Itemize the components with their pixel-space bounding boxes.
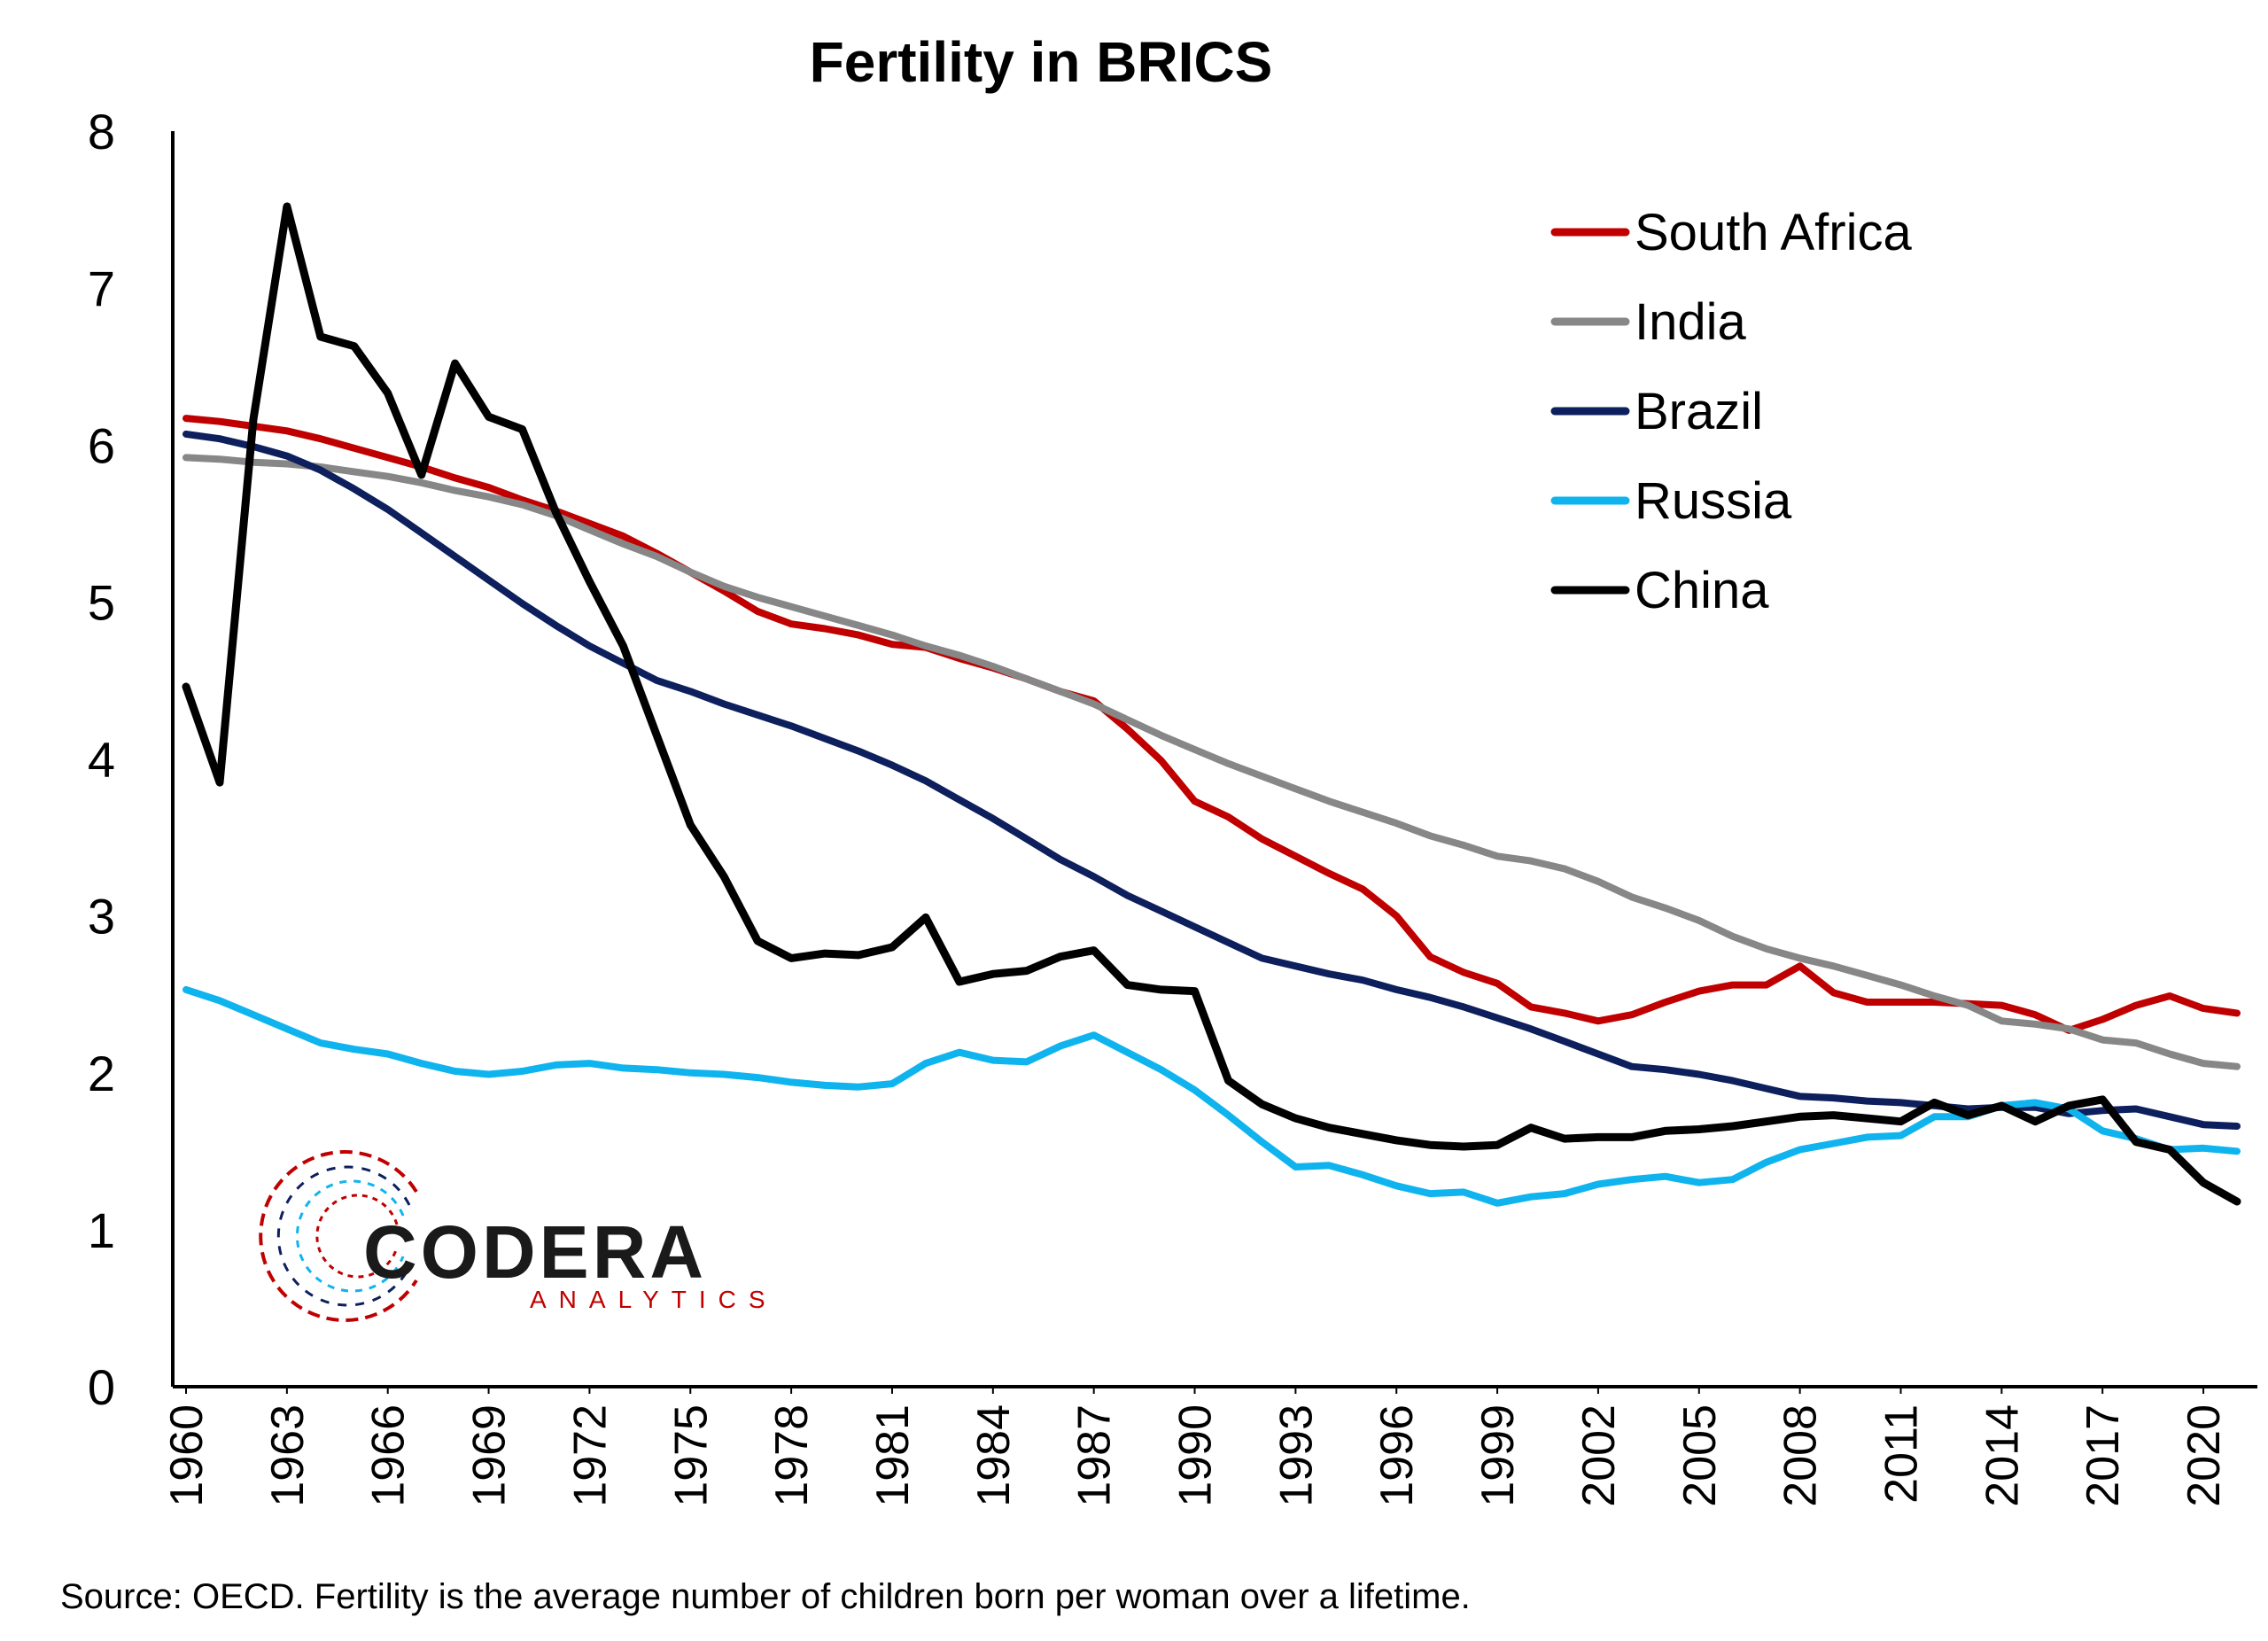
y-tick-label: 7 [88, 261, 115, 316]
y-tick-label: 5 [88, 574, 115, 630]
logo-circle-icon [259, 1150, 418, 1322]
x-tick-label: 1999 [1472, 1404, 1524, 1507]
series-line-russia [183, 985, 2241, 1207]
series-line-south-africa [183, 415, 2241, 1034]
legend-label: Russia [1635, 472, 1792, 530]
y-tick-label: 8 [88, 104, 115, 159]
x-tick-label: 1996 [1371, 1404, 1423, 1507]
codera-logo: CODERA ANALYTICS [259, 1150, 778, 1322]
y-tick-label: 4 [88, 732, 115, 788]
x-tick-label: 1978 [766, 1404, 818, 1507]
series-layer [182, 202, 2241, 1207]
x-tick-label: 1993 [1270, 1404, 1322, 1507]
series-line-india [183, 454, 2241, 1070]
x-tick-label: 2014 [1977, 1404, 2028, 1507]
x-tick-label: 1990 [1170, 1404, 1222, 1507]
x-tick-label: 2017 [2078, 1404, 2129, 1507]
legend-label: Brazil [1635, 383, 1763, 440]
x-tick-label: 1984 [968, 1404, 1020, 1507]
logo-subtitle: ANALYTICS [530, 1286, 778, 1313]
series-line-brazil [183, 430, 2241, 1130]
x-axis-ticks: 1960 1963 1966 1969 1972 1975 1978 1981 1984 1987… [161, 1387, 2230, 1507]
x-tick-label: 1963 [262, 1404, 314, 1507]
chart-title: Fertility in BRICS [810, 30, 1273, 94]
x-tick-label: 2002 [1573, 1404, 1625, 1507]
series-line-china [182, 202, 2241, 1206]
legend-label: India [1635, 293, 1747, 351]
x-tick-label: 1966 [363, 1404, 415, 1507]
x-tick-label: 2008 [1775, 1404, 1827, 1507]
x-tick-label: 2005 [1674, 1404, 1726, 1507]
y-tick-label: 6 [88, 417, 115, 473]
source-note: Source: OECD. Fertility is the average n… [60, 1577, 1471, 1616]
y-tick-label: 2 [88, 1046, 115, 1101]
legend-label: China [1635, 562, 1769, 619]
x-tick-label: 2011 [1876, 1404, 1927, 1504]
x-tick-label: 1975 [665, 1404, 717, 1507]
y-tick-label: 3 [88, 889, 115, 945]
y-tick-label: 1 [88, 1202, 115, 1258]
logo-wordmark: CODERA [363, 1210, 707, 1294]
x-tick-label: 2020 [2179, 1404, 2230, 1507]
x-tick-label: 1972 [564, 1404, 616, 1507]
legend-label: South Africa [1635, 204, 1912, 261]
y-axis-ticks: 0 1 2 3 4 5 6 7 8 [88, 104, 115, 1415]
x-tick-label: 1981 [867, 1404, 919, 1507]
x-tick-label: 1987 [1069, 1404, 1121, 1507]
x-tick-label: 1960 [161, 1404, 213, 1507]
y-tick-label: 0 [88, 1359, 115, 1415]
x-tick-label: 1969 [464, 1404, 516, 1507]
legend: South Africa India Brazil Russia China [1550, 204, 1912, 619]
